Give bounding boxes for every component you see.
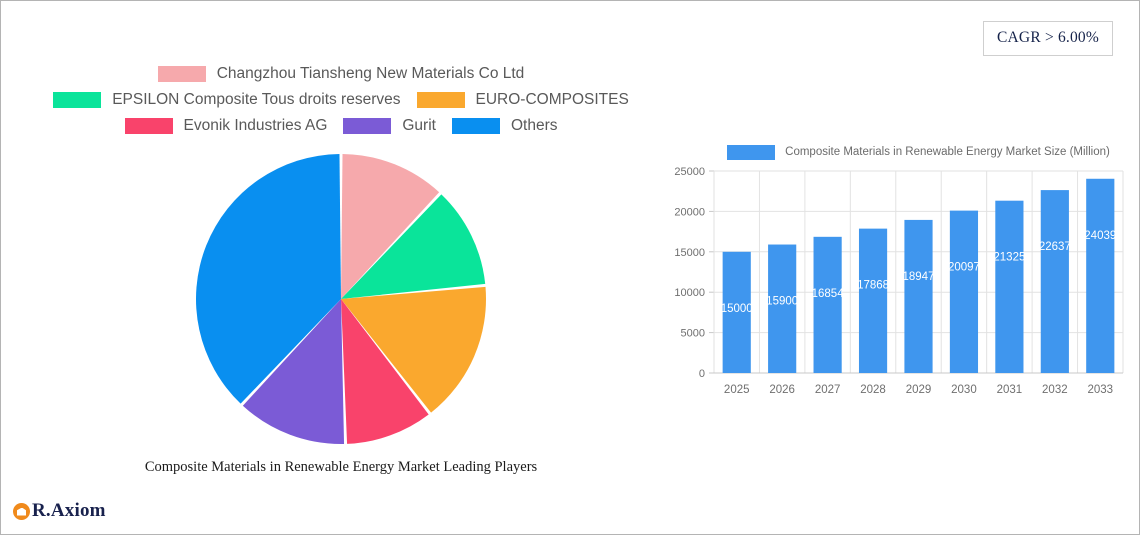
pie-slice[interactable] [341, 194, 486, 299]
axiom-logo-icon [13, 502, 30, 520]
brand-logo: R.Axiom [13, 500, 106, 522]
y-axis-tick-label: 10000 [674, 287, 705, 299]
x-axis-tick-label: 2029 [906, 384, 932, 396]
bar-value-label: 17868 [857, 280, 889, 292]
legend-swatch-icon [451, 118, 500, 134]
legend-item-evonik[interactable]: Evonik Industries AG [124, 113, 328, 139]
bar-legend-label: Composite Materials in Renewable Energy … [785, 146, 1110, 158]
bar[interactable] [813, 236, 842, 373]
x-axis-tick-label: 2027 [815, 384, 841, 396]
bar[interactable] [858, 228, 888, 373]
pie-slice[interactable] [242, 299, 345, 445]
pie-slice[interactable] [341, 299, 429, 444]
legend-item-label: Changzhou Tiansheng New Materials Co Ltd [216, 65, 525, 83]
bar[interactable] [1040, 190, 1069, 373]
cagr-badge: CAGR > 6.00% [983, 21, 1113, 56]
y-axis-tick-label: 15000 [674, 247, 705, 259]
legend-item-label: EURO-COMPOSITES [475, 91, 629, 109]
legend-item-label: Others [510, 117, 558, 135]
pie-legend-row: Evonik Industries AG Gurit Others [41, 113, 641, 139]
bar-value-label: 21325 [993, 252, 1025, 264]
bar-chart: 0 5000 10000 15000 20000 25000 15000 2025 15900 2… [666, 163, 1131, 413]
bar-chart-panel: Composite Materials in Renewable Energy … [666, 141, 1131, 413]
pie-legend-row: EPSILON Composite Tous droits reserves E… [41, 87, 641, 113]
legend-item-gurit[interactable]: Gurit [343, 113, 436, 139]
legend-swatch-icon [343, 118, 392, 134]
legend-item-others[interactable]: Others [451, 113, 558, 139]
legend-item-euro-composites[interactable]: EURO-COMPOSITES [416, 87, 629, 113]
x-axis-tick-label: 2031 [997, 384, 1023, 396]
pie-slice[interactable] [195, 154, 341, 404]
legend-swatch-icon [53, 92, 102, 108]
x-axis-tick-label: 2030 [951, 384, 977, 396]
bar-value-label: 18947 [903, 271, 935, 283]
x-axis-tick-label: 2033 [1087, 384, 1113, 396]
bar-value-label: 15000 [721, 303, 753, 315]
bar[interactable] [1086, 178, 1115, 373]
legend-swatch-icon [124, 118, 173, 134]
x-axis-tick-label: 2026 [769, 384, 795, 396]
x-axis-tick-label: 2032 [1042, 384, 1068, 396]
bar-legend[interactable]: Composite Materials in Renewable Energy … [666, 141, 1131, 163]
legend-item-label: Gurit [402, 117, 436, 135]
bar[interactable] [995, 200, 1024, 373]
legend-item-label: Evonik Industries AG [183, 117, 328, 135]
legend-item-changzhou[interactable]: Changzhou Tiansheng New Materials Co Ltd [157, 61, 525, 87]
bar-value-label: 22637 [1039, 241, 1071, 253]
bar[interactable] [722, 251, 751, 373]
y-axis-tick-label: 25000 [674, 166, 705, 178]
legend-item-epsilon[interactable]: EPSILON Composite Tous droits reserves [53, 87, 401, 113]
bar[interactable] [904, 219, 933, 373]
pie-chart-caption: Composite Materials in Renewable Energy … [144, 459, 538, 475]
pie-chart-panel: Changzhou Tiansheng New Materials Co Ltd… [1, 61, 681, 491]
bar[interactable] [768, 244, 797, 373]
bar-value-label: 16854 [812, 288, 845, 300]
y-axis-tick-label: 0 [699, 368, 705, 380]
pie-slice[interactable] [341, 286, 486, 413]
legend-item-label: EPSILON Composite Tous droits reserves [112, 91, 401, 109]
bar[interactable] [949, 210, 979, 373]
brand-logo-text: R.Axiom [32, 500, 106, 521]
y-axis-tick-label: 20000 [674, 206, 705, 218]
legend-swatch-icon [727, 144, 776, 160]
y-axis-tick-label: 5000 [681, 328, 705, 340]
bar-value-label: 15900 [766, 296, 798, 308]
x-axis-tick-label: 2028 [860, 384, 886, 396]
pie-slice[interactable] [341, 154, 440, 299]
pie-chart-svg [195, 154, 486, 445]
pie-legend-row: Changzhou Tiansheng New Materials Co Ltd [41, 61, 641, 87]
legend-swatch-icon [416, 92, 465, 108]
pie-legend: Changzhou Tiansheng New Materials Co Ltd… [41, 61, 641, 139]
pie-chart [195, 153, 487, 445]
x-axis-tick-label: 2025 [724, 384, 750, 396]
bar-value-label: 20097 [948, 262, 980, 274]
legend-swatch-icon [157, 66, 206, 82]
bar-value-label: 24039 [1084, 230, 1116, 242]
bar-chart-svg: 0 5000 10000 15000 20000 25000 15000 2025 15900 2… [674, 166, 1124, 396]
